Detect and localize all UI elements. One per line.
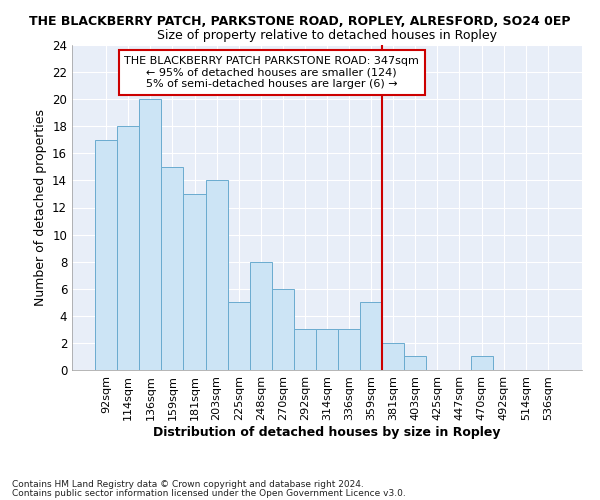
Bar [382, 343, 404, 370]
Title: Size of property relative to detached houses in Ropley: Size of property relative to detached ho… [157, 30, 497, 43]
Bar [360, 302, 382, 370]
Bar [404, 356, 427, 370]
Bar [294, 330, 316, 370]
Text: THE BLACKBERRY PATCH, PARKSTONE ROAD, ROPLEY, ALRESFORD, SO24 0EP: THE BLACKBERRY PATCH, PARKSTONE ROAD, RO… [29, 15, 571, 28]
Bar [338, 330, 360, 370]
Bar [184, 194, 206, 370]
Bar [139, 99, 161, 370]
Text: Contains public sector information licensed under the Open Government Licence v3: Contains public sector information licen… [12, 488, 406, 498]
Bar [206, 180, 227, 370]
Bar [95, 140, 117, 370]
Bar [316, 330, 338, 370]
Bar [272, 289, 294, 370]
Bar [161, 167, 184, 370]
Y-axis label: Number of detached properties: Number of detached properties [34, 109, 47, 306]
Bar [250, 262, 272, 370]
X-axis label: Distribution of detached houses by size in Ropley: Distribution of detached houses by size … [153, 426, 501, 438]
Text: Contains HM Land Registry data © Crown copyright and database right 2024.: Contains HM Land Registry data © Crown c… [12, 480, 364, 489]
Bar [117, 126, 139, 370]
Text: THE BLACKBERRY PATCH PARKSTONE ROAD: 347sqm
← 95% of detached houses are smaller: THE BLACKBERRY PATCH PARKSTONE ROAD: 347… [124, 56, 419, 89]
Bar [470, 356, 493, 370]
Bar [227, 302, 250, 370]
